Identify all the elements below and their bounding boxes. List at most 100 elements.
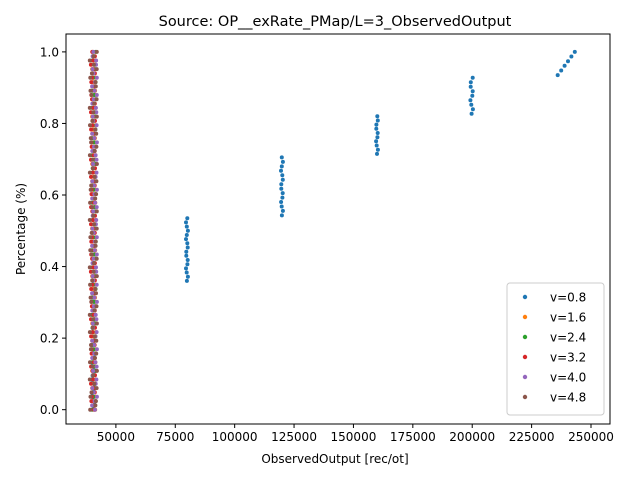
data-point	[468, 80, 473, 85]
data-point	[94, 377, 99, 382]
data-point	[90, 278, 95, 283]
data-point	[87, 58, 92, 63]
legend-marker	[522, 334, 528, 340]
data-point	[279, 204, 284, 209]
legend-box	[506, 282, 605, 416]
data-point	[90, 84, 95, 89]
data-point	[572, 49, 577, 54]
data-point	[91, 62, 96, 67]
legend-label: v=3.2	[550, 351, 586, 365]
data-point	[90, 291, 95, 296]
data-point	[94, 330, 99, 335]
data-point	[470, 107, 475, 112]
data-point	[92, 136, 97, 141]
data-point	[185, 228, 190, 233]
data-point	[91, 373, 96, 378]
data-point	[280, 159, 285, 164]
legend-label: v=1.6	[550, 311, 586, 325]
data-point	[94, 226, 99, 231]
data-point	[94, 265, 98, 270]
data-point	[93, 356, 97, 360]
data-point	[90, 157, 95, 162]
data-point	[469, 102, 474, 107]
data-point	[94, 368, 99, 373]
data-point	[90, 403, 95, 408]
data-point	[374, 122, 379, 127]
data-point	[279, 155, 284, 160]
data-point	[91, 213, 96, 218]
data-point	[88, 187, 93, 192]
data-point	[375, 151, 379, 156]
data-point	[93, 360, 98, 365]
data-point	[184, 270, 189, 275]
x-tick-label: 50000	[97, 430, 135, 444]
data-point	[87, 265, 92, 270]
data-point	[94, 67, 99, 72]
data-point	[91, 110, 96, 115]
data-point	[562, 63, 567, 68]
data-point	[279, 168, 283, 173]
data-point	[559, 68, 564, 73]
data-point	[91, 58, 96, 63]
data-point	[185, 245, 190, 250]
data-point	[88, 88, 93, 93]
data-point	[374, 126, 379, 131]
data-point	[94, 364, 99, 369]
data-point	[87, 170, 92, 175]
data-point	[185, 262, 190, 267]
data-point	[91, 269, 96, 274]
data-point	[93, 105, 98, 110]
data-point	[94, 338, 99, 343]
data-point	[90, 179, 95, 184]
data-point	[88, 136, 93, 141]
chart-title: Source: OP__exRate_PMap/L=3_ObservedOutp…	[159, 14, 512, 30]
x-tick-label: 75000	[156, 430, 194, 444]
data-point	[94, 209, 99, 214]
data-point	[88, 123, 92, 128]
data-point	[94, 218, 99, 222]
data-point	[375, 135, 380, 140]
data-point	[93, 200, 98, 205]
data-point	[94, 187, 99, 192]
data-point	[89, 287, 94, 291]
data-point	[88, 394, 93, 399]
data-point	[94, 131, 99, 136]
data-point	[91, 256, 96, 261]
legend-marker	[522, 374, 528, 380]
legend-marker	[522, 294, 528, 300]
data-point	[91, 368, 96, 373]
data-point	[89, 381, 93, 386]
data-point	[88, 200, 93, 205]
data-point	[89, 174, 93, 179]
data-point	[94, 162, 99, 166]
data-point	[92, 149, 97, 153]
data-point	[89, 80, 94, 85]
data-point	[279, 164, 284, 169]
x-axis: 50000 75000 100000 125000 150000 175000 200000…	[97, 424, 614, 444]
data-point	[94, 114, 99, 119]
data-point	[91, 49, 96, 54]
data-point	[92, 295, 97, 300]
legend-label: v=0.8	[550, 291, 586, 305]
data-point	[93, 243, 98, 248]
data-point	[375, 118, 380, 123]
y-tick-label: 0.8	[40, 117, 59, 131]
data-point	[93, 196, 98, 201]
data-point	[94, 282, 99, 287]
x-tick-label: 175000	[390, 430, 436, 444]
data-point	[468, 98, 473, 103]
plot-frame	[65, 33, 611, 425]
data-point	[89, 183, 94, 188]
data-point	[280, 173, 285, 178]
x-tick-label: 250000	[568, 430, 614, 444]
data-point	[94, 317, 99, 322]
data-point	[375, 147, 380, 152]
data-point	[469, 111, 474, 116]
data-point	[87, 218, 92, 222]
data-point	[280, 191, 285, 196]
y-axis: 0.0 0.2 0.4 0.6 0.8 1.0	[40, 45, 66, 417]
data-point	[279, 200, 284, 204]
data-point	[92, 381, 97, 386]
series-v=4.0	[90, 49, 99, 412]
data-point	[93, 153, 98, 158]
